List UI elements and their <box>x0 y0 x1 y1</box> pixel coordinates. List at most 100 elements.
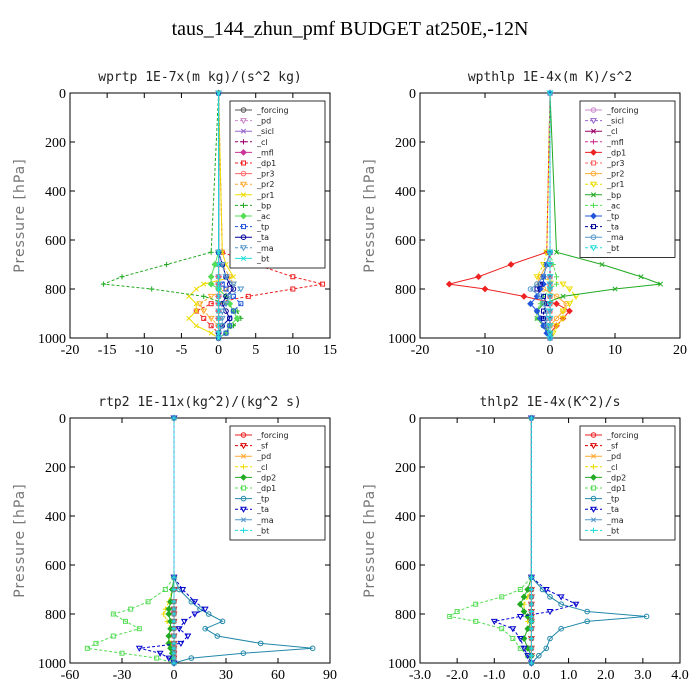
series-line <box>85 418 175 664</box>
x-tick-label: 0 <box>215 343 222 358</box>
x-tick-label: -2.0 <box>446 668 468 683</box>
legend-marker <box>590 139 597 145</box>
legend-label: _ta <box>606 505 619 514</box>
data-point <box>537 281 543 287</box>
data-point <box>171 606 177 612</box>
legend-marker <box>590 527 597 533</box>
legend-label: _ac <box>256 212 270 221</box>
data-point <box>207 293 215 300</box>
legend-label: _cl <box>256 463 268 472</box>
legend-marker <box>590 181 597 188</box>
data-point <box>208 301 214 307</box>
legend-label: _forcing <box>606 431 639 440</box>
data-point <box>216 301 222 307</box>
data-point <box>163 261 170 268</box>
legend-label: _bp <box>256 201 271 210</box>
y-tick-label: 800 <box>45 283 66 298</box>
data-point <box>528 586 535 593</box>
data-point <box>547 594 553 600</box>
data-point <box>216 90 222 96</box>
data-point <box>207 315 215 323</box>
legend-label: _tp <box>256 495 269 504</box>
data-point <box>553 315 560 322</box>
series-bt <box>171 415 177 666</box>
legend-marker <box>240 192 247 198</box>
y-tick-label: 600 <box>395 234 416 249</box>
data-point <box>546 330 554 337</box>
y-tick-label: 0 <box>59 412 66 427</box>
legend-marker <box>240 474 247 481</box>
data-point <box>528 415 535 421</box>
data-point <box>216 335 222 341</box>
x-tick-label: -20 <box>61 343 80 358</box>
y-axis-label: Pressure [hPa] <box>12 483 28 597</box>
data-point <box>553 281 560 287</box>
data-point <box>546 301 554 308</box>
legend-label: _cl <box>606 127 618 136</box>
x-tick-label: 5 <box>252 343 259 358</box>
data-point <box>184 633 192 640</box>
data-point <box>527 300 534 308</box>
data-point <box>154 655 160 661</box>
legend-label: _sf <box>606 442 618 451</box>
data-point <box>193 301 199 307</box>
data-point <box>100 281 107 287</box>
legend-marker <box>240 432 247 438</box>
data-point <box>542 587 550 594</box>
legend-label: _ma <box>256 244 274 253</box>
data-point <box>524 586 532 593</box>
data-point <box>222 274 230 281</box>
data-point <box>546 323 554 330</box>
data-point <box>186 293 192 299</box>
data-point <box>193 286 199 292</box>
data-point <box>171 574 177 580</box>
legend-label: _dp1 <box>256 484 276 493</box>
data-point <box>528 594 535 600</box>
data-point <box>218 308 226 315</box>
legend-marker <box>590 443 597 450</box>
legend-marker <box>241 224 246 230</box>
plot-frame <box>419 417 681 664</box>
legend-marker <box>590 464 597 470</box>
data-point <box>546 274 554 281</box>
data-point <box>612 286 618 292</box>
data-point <box>196 301 204 308</box>
y-tick-label: 200 <box>395 461 416 476</box>
data-point <box>128 606 134 612</box>
data-point <box>499 594 505 600</box>
x-tick-label: 3.0 <box>634 668 652 683</box>
data-point <box>553 274 560 280</box>
series-line <box>530 418 647 664</box>
y-tick-label: 0 <box>409 87 416 102</box>
x-tick-label: 30 <box>219 668 233 683</box>
data-point <box>216 308 222 314</box>
data-point <box>528 618 535 624</box>
x-tick-label: 90 <box>323 668 337 683</box>
legend-label: _bt <box>256 526 269 535</box>
data-point <box>208 249 214 255</box>
data-point <box>218 315 226 323</box>
legend-label: _pr2 <box>256 180 274 189</box>
data-point <box>553 249 560 255</box>
data-point <box>528 608 535 615</box>
data-point <box>179 587 187 594</box>
data-point <box>171 586 177 593</box>
data-point <box>528 601 535 607</box>
data-point <box>202 625 208 632</box>
data-point <box>520 608 528 615</box>
legend-label: _cl <box>606 463 618 472</box>
data-point <box>546 249 554 256</box>
data-point <box>540 273 547 280</box>
data-point <box>473 618 479 624</box>
data-point <box>149 286 155 292</box>
x-tick-label: 2.0 <box>597 668 615 683</box>
legend-label: _pd <box>256 452 271 461</box>
x-tick-label: -10 <box>476 343 495 358</box>
data-point <box>537 293 544 300</box>
legend-label: _forcing <box>256 431 289 440</box>
legend-marker <box>240 212 247 220</box>
legend-label: _dp1 <box>606 484 626 493</box>
legend-label: _sf <box>256 442 268 451</box>
y-axis-label: Pressure [hPa] <box>12 158 28 272</box>
